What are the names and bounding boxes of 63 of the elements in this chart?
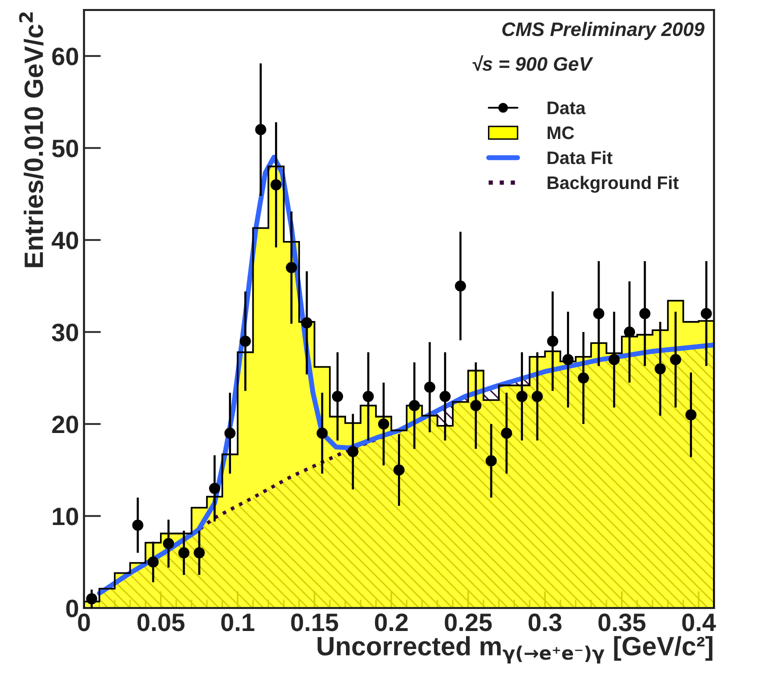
x-axis-title: Uncorrected m$_{γ(→e⁺e⁻)γ}$ [GeV/c²] [318, 636, 712, 664]
point [486, 455, 497, 466]
point [362, 390, 374, 402]
point [593, 308, 604, 320]
point [654, 363, 666, 374]
x-tick-label: 0.4 [682, 614, 716, 632]
y-tick-label: 0 [66, 600, 78, 618]
x-tick-label: 0 [78, 614, 90, 632]
point [148, 556, 159, 568]
legend-label: Background Fit [548, 176, 679, 193]
point [470, 400, 482, 412]
point [454, 280, 466, 292]
point [670, 354, 682, 366]
point [316, 428, 328, 439]
point [270, 179, 282, 190]
y-axis-title: Entries/0.010 GeV/c$^{2}$ [19, 12, 44, 268]
x-tick-label: 0.05 [137, 614, 184, 632]
point [424, 382, 436, 393]
point [393, 464, 405, 476]
x-tick-label: 0.3 [528, 614, 562, 632]
point [378, 418, 390, 430]
point [700, 308, 712, 320]
point [624, 326, 636, 338]
legend-label: Data Fit [548, 150, 612, 164]
legend-label: Data [548, 102, 586, 114]
point [608, 354, 620, 366]
point [562, 354, 574, 366]
point [578, 372, 589, 384]
point [255, 124, 266, 136]
y-tick-label: 30 [52, 324, 78, 342]
x-tick-label: 0.2 [374, 614, 408, 632]
point [532, 390, 543, 402]
point [224, 428, 236, 439]
y-tick-label: 50 [52, 140, 78, 158]
x-tick-label: 0.25 [444, 614, 492, 632]
point [685, 409, 697, 420]
y-tick-label: 40 [52, 232, 78, 250]
point [516, 390, 528, 402]
point [86, 593, 98, 604]
x-tick-label: 0.35 [598, 614, 646, 632]
point [347, 446, 358, 458]
x-tick-label: 0.1 [221, 614, 254, 632]
point [639, 308, 650, 320]
point [501, 428, 512, 439]
y-tick-label: 20 [52, 416, 78, 434]
annotation: √s = 900 GeV [472, 55, 594, 71]
y-tick-label: 10 [52, 508, 78, 526]
point [332, 390, 344, 402]
point [194, 547, 205, 558]
point [132, 520, 144, 531]
legend-label: MC [548, 126, 574, 140]
annotation: CMS Preliminary 2009 [502, 22, 704, 40]
point [301, 317, 312, 328]
point [209, 482, 220, 494]
point [408, 400, 420, 412]
point [440, 390, 451, 402]
point [162, 538, 174, 550]
point [286, 262, 297, 274]
y-tick-label: 60 [52, 48, 78, 66]
point [178, 547, 190, 558]
point [547, 336, 558, 347]
x-tick-label: 0.15 [291, 614, 338, 632]
point [240, 336, 251, 347]
